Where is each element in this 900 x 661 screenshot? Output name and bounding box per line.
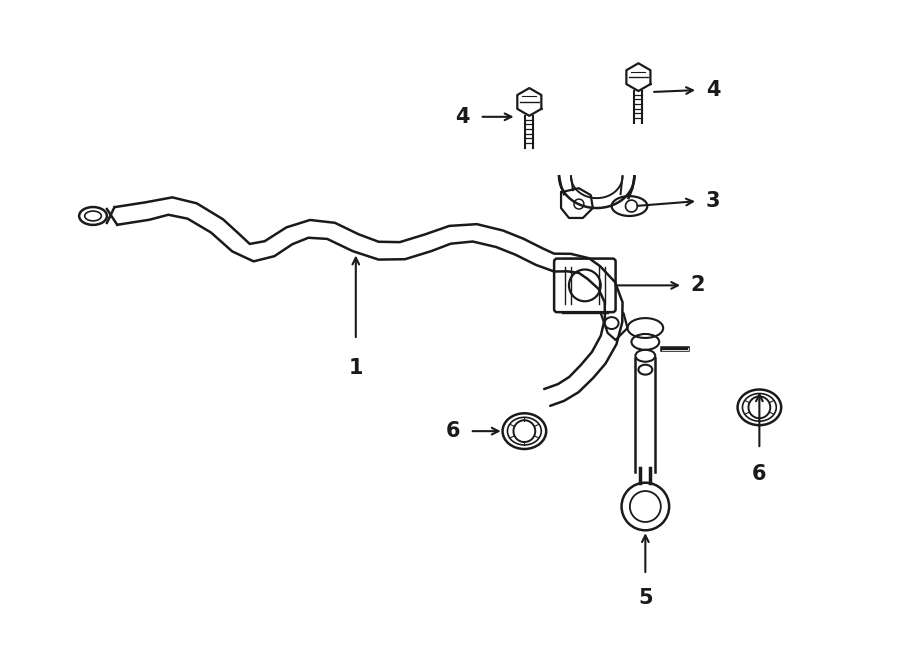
Text: 5: 5: [638, 588, 652, 608]
Text: 3: 3: [706, 191, 720, 211]
Text: 4: 4: [706, 80, 720, 100]
Text: 6: 6: [446, 421, 460, 441]
Text: 6: 6: [752, 464, 767, 484]
Text: 2: 2: [690, 276, 705, 295]
Text: 4: 4: [455, 107, 470, 127]
Text: 1: 1: [348, 358, 363, 378]
